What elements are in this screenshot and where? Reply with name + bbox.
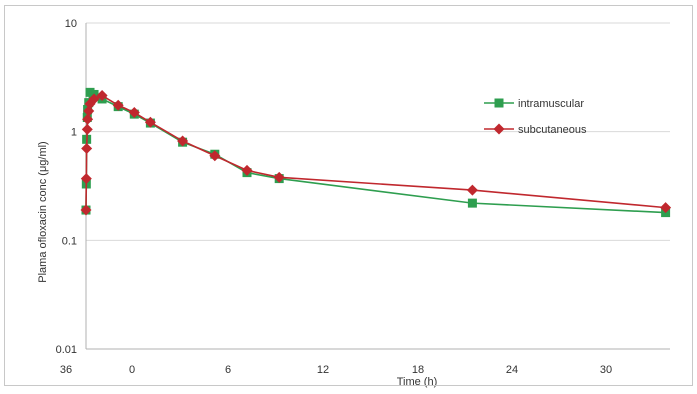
x-tick-label: 30 (600, 364, 612, 376)
x-tick-label: 24 (506, 364, 518, 376)
data-point-subcutaneous (80, 173, 92, 185)
x-tick-label: 12 (317, 364, 329, 376)
legend-label-subcutaneous: subcutaneous (518, 124, 587, 136)
data-point-subcutaneous (273, 171, 285, 183)
data-point-subcutaneous (177, 135, 189, 147)
legend-label-intramuscular: intramuscular (518, 98, 584, 110)
data-point-subcutaneous (209, 150, 221, 162)
data-point-subcutaneous (80, 204, 92, 216)
data-point-subcutaneous (660, 202, 672, 214)
data-point-subcutaneous (83, 105, 95, 117)
y-tick-label: 1 (71, 127, 77, 139)
x-tick-label: 18 (412, 364, 424, 376)
data-point-subcutaneous (241, 164, 253, 176)
y-axis-label: Plama ofloxacin conc (μg/ml) (37, 141, 49, 282)
legend-marker-intramuscular (494, 98, 504, 108)
legend-marker-subcutaneous (493, 123, 505, 135)
legend: intramuscular subcutaneous (484, 98, 587, 136)
y-tick-label: 10 (65, 18, 77, 30)
x-tick-labels: 36 0 6 12 18 24 30 (60, 364, 612, 376)
data-point-subcutaneous (81, 123, 93, 135)
series-layer (80, 87, 672, 218)
x-tick-label: 6 (225, 364, 231, 376)
data-point-subcutaneous (466, 184, 478, 196)
data-point-subcutaneous (128, 107, 140, 119)
data-point-subcutaneous (82, 113, 94, 125)
data-point-subcutaneous (96, 90, 108, 102)
data-point-subcutaneous (81, 142, 93, 154)
y-tick-label: 0.1 (62, 235, 77, 247)
x-tick-label: 0 (129, 364, 135, 376)
y-tick-labels: 10 1 0.1 0.01 (56, 18, 77, 356)
data-point-intramuscular (467, 198, 477, 208)
figure-border (4, 5, 693, 386)
data-point-subcutaneous (88, 93, 100, 105)
y-tick-label: 0.01 (56, 344, 77, 356)
x-tick-label: 36 (60, 364, 72, 376)
data-point-subcutaneous (144, 116, 156, 128)
data-point-subcutaneous (112, 99, 124, 111)
